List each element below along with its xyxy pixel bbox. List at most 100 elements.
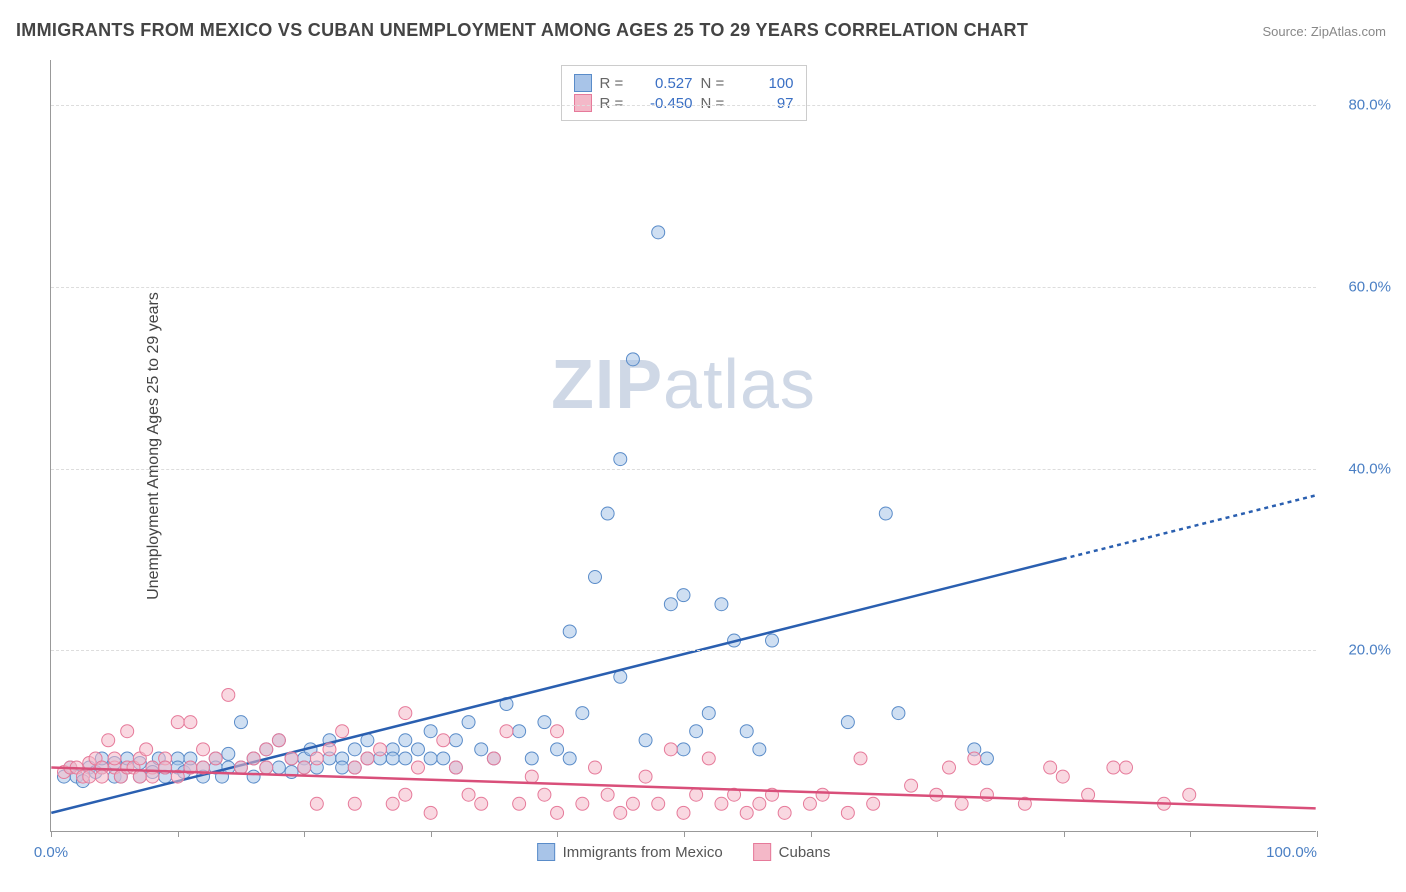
data-point xyxy=(83,770,96,783)
data-point xyxy=(386,752,399,765)
data-point xyxy=(102,734,115,747)
x-tick-label: 0.0% xyxy=(34,844,68,861)
legend-series-item: Cubans xyxy=(753,843,831,861)
y-tick-label: 80.0% xyxy=(1348,97,1391,114)
x-tick xyxy=(937,831,938,837)
data-point xyxy=(677,589,690,602)
data-point xyxy=(298,761,311,774)
data-point xyxy=(424,752,437,765)
data-point xyxy=(133,770,146,783)
data-point xyxy=(336,761,349,774)
data-point xyxy=(652,797,665,810)
data-point xyxy=(272,734,285,747)
data-point xyxy=(437,734,450,747)
chart-title: IMMIGRANTS FROM MEXICO VS CUBAN UNEMPLOY… xyxy=(16,20,1028,41)
legend-r-label: R = xyxy=(600,75,630,92)
data-point xyxy=(576,797,589,810)
grid-line xyxy=(51,287,1316,288)
trend-line-extension xyxy=(1063,495,1316,558)
data-point xyxy=(576,707,589,720)
data-point xyxy=(589,571,602,584)
data-point xyxy=(551,725,564,738)
grid-line xyxy=(51,650,1316,651)
data-point xyxy=(108,752,121,765)
data-point xyxy=(222,688,235,701)
data-point xyxy=(854,752,867,765)
data-point xyxy=(247,770,260,783)
data-point xyxy=(513,725,526,738)
data-point xyxy=(892,707,905,720)
data-point xyxy=(879,507,892,520)
legend-r-label: R = xyxy=(600,95,630,112)
data-point xyxy=(348,743,361,756)
data-point xyxy=(702,752,715,765)
data-point xyxy=(905,779,918,792)
data-point xyxy=(475,743,488,756)
data-point xyxy=(614,806,627,819)
data-point xyxy=(753,797,766,810)
chart-container: IMMIGRANTS FROM MEXICO VS CUBAN UNEMPLOY… xyxy=(0,0,1406,892)
data-point xyxy=(841,806,854,819)
data-point xyxy=(740,725,753,738)
legend-n-value: 97 xyxy=(739,95,794,112)
legend-series-name: Cubans xyxy=(779,844,831,861)
data-point xyxy=(538,788,551,801)
data-point xyxy=(95,770,108,783)
data-point xyxy=(399,734,412,747)
grid-line xyxy=(51,469,1316,470)
data-point xyxy=(184,716,197,729)
data-point xyxy=(424,725,437,738)
data-point xyxy=(260,743,273,756)
data-point xyxy=(310,797,323,810)
data-point xyxy=(614,453,627,466)
data-point xyxy=(968,752,981,765)
data-point xyxy=(740,806,753,819)
x-tick xyxy=(1190,831,1191,837)
x-tick xyxy=(811,831,812,837)
legend-series-item: Immigrants from Mexico xyxy=(537,843,723,861)
data-point xyxy=(525,770,538,783)
data-point xyxy=(677,806,690,819)
data-point xyxy=(803,797,816,810)
data-point xyxy=(462,716,475,729)
legend-n-label: N = xyxy=(701,75,731,92)
data-point xyxy=(374,743,387,756)
x-tick xyxy=(1317,831,1318,837)
data-point xyxy=(411,743,424,756)
data-point xyxy=(766,634,779,647)
data-point xyxy=(867,797,880,810)
data-point xyxy=(664,598,677,611)
data-point xyxy=(980,788,993,801)
legend-series: Immigrants from Mexico Cubans xyxy=(537,843,831,861)
legend-swatch xyxy=(574,94,592,112)
data-point xyxy=(197,743,210,756)
data-point xyxy=(272,761,285,774)
legend-swatch xyxy=(574,74,592,92)
x-tick xyxy=(178,831,179,837)
legend-r-value: -0.450 xyxy=(638,95,693,112)
data-point xyxy=(285,752,298,765)
legend-swatch xyxy=(537,843,555,861)
data-point xyxy=(1082,788,1095,801)
data-point xyxy=(702,707,715,720)
data-point xyxy=(601,507,614,520)
legend-correlation-row: R = 0.527 N = 100 xyxy=(574,74,794,92)
x-tick-label: 100.0% xyxy=(1266,844,1317,861)
data-point xyxy=(1183,788,1196,801)
data-point xyxy=(171,716,184,729)
data-point xyxy=(247,752,260,765)
data-point xyxy=(399,707,412,720)
trend-line xyxy=(51,559,1062,813)
data-point xyxy=(1107,761,1120,774)
data-point xyxy=(234,761,247,774)
data-point xyxy=(449,761,462,774)
data-point xyxy=(1056,770,1069,783)
data-point xyxy=(943,761,956,774)
x-tick xyxy=(684,831,685,837)
data-point xyxy=(222,747,235,760)
data-point xyxy=(348,797,361,810)
data-point xyxy=(525,752,538,765)
data-point xyxy=(310,752,323,765)
data-point xyxy=(336,725,349,738)
x-tick xyxy=(51,831,52,837)
